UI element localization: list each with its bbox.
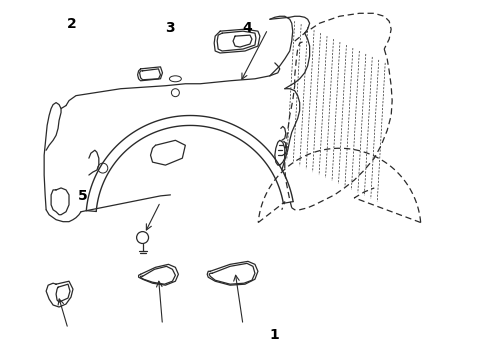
Text: 4: 4	[243, 21, 252, 35]
Text: 3: 3	[165, 21, 174, 35]
Text: 1: 1	[270, 328, 279, 342]
Text: 2: 2	[67, 17, 77, 31]
Text: 5: 5	[78, 189, 88, 203]
